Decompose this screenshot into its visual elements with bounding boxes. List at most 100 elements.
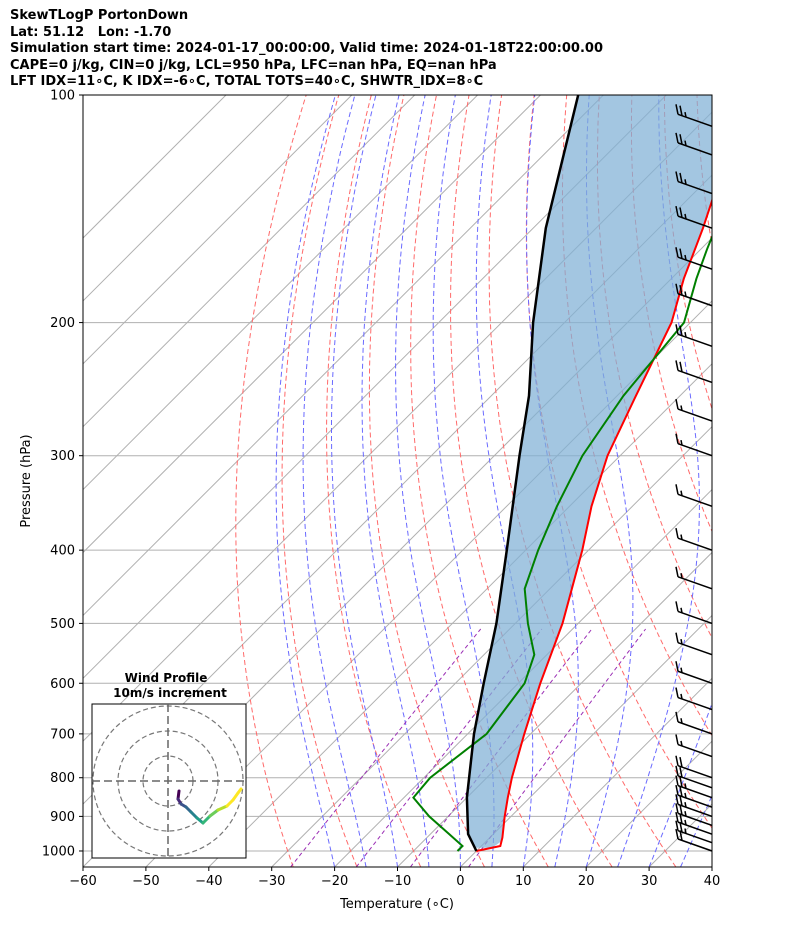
x-axis-label: Temperature (∘C): [339, 897, 454, 912]
wind-barb-shaft: [677, 610, 712, 625]
wind-barb: [675, 527, 712, 551]
hodograph-segment: [201, 814, 212, 825]
dry-adiabat-line: [730, 95, 794, 867]
wind-barb-shaft: [677, 696, 712, 711]
isotherm-line: [83, 95, 604, 617]
wind-barb-flag: [675, 360, 679, 371]
wind-barb-flag: [675, 171, 679, 182]
dry-adiabat-line: [235, 95, 307, 867]
chart-title: SkewTLogP PortonDown: [10, 8, 189, 23]
dry-adiabat-line: [368, 95, 485, 867]
wind-barb-flag: [679, 134, 683, 145]
isotherm-line: [334, 488, 712, 867]
wind-barb: [675, 360, 712, 384]
index-line: LFT IDX=11∘C, K IDX=-6∘C, TOTAL TOTS=40∘…: [10, 74, 484, 89]
wind-barb-flag: [675, 794, 679, 805]
moist-adiabat-line: [648, 701, 712, 867]
wind-barb-shaft: [677, 537, 712, 551]
x-tick-label: 30: [641, 874, 658, 889]
wind-barb-shaft: [677, 215, 712, 229]
wind-barb-half-flag: [680, 573, 683, 579]
isotherm-line: [397, 551, 712, 867]
x-tick-label: −10: [384, 874, 411, 889]
wind-barb-shaft: [677, 493, 712, 508]
wind-barb-shaft: [677, 743, 712, 758]
wind-barb-shaft: [677, 812, 712, 827]
wind-barb-half-flag: [680, 405, 683, 411]
mixing-ratio-line: [355, 628, 543, 867]
isotherm-line: [522, 677, 712, 867]
wind-barb-flag: [679, 248, 683, 259]
wind-barb-half-flag: [680, 693, 683, 700]
chart-header: SkewTLogP PortonDown Lat: 51.12 Lon: -1.…: [10, 8, 603, 91]
wind-barb-half-flag: [684, 792, 687, 799]
wind-barb-flag: [675, 803, 679, 814]
wind-barb-flag: [679, 172, 683, 184]
wind-barb: [675, 283, 712, 307]
y-tick-label: 800: [50, 771, 75, 786]
wind-barb-shaft: [677, 333, 712, 348]
wind-barb-flag: [675, 247, 679, 258]
hodograph-segment: [236, 787, 243, 795]
wind-barb-flag: [679, 207, 683, 218]
wind-barb-shaft: [677, 721, 712, 735]
y-tick-label: 300: [50, 449, 75, 464]
y-tick-label: 900: [50, 810, 75, 825]
wind-barb-shaft: [677, 784, 712, 799]
wind-barb-shaft: [677, 113, 712, 127]
wind-barb-half-flag: [680, 740, 683, 747]
wind-barb-flag: [675, 711, 679, 723]
wind-barb-flag: [675, 828, 679, 840]
wind-barb-flag: [675, 734, 679, 745]
wind-barb: [675, 171, 712, 195]
wind-barb-half-flag: [684, 111, 687, 118]
wind-barb: [675, 811, 712, 835]
isotherm-line: [83, 95, 416, 428]
moist-adiabat-line: [395, 95, 461, 867]
wind-barb-shaft: [677, 442, 712, 457]
wind-barb-shaft: [677, 765, 712, 779]
y-tick-label: 100: [50, 89, 75, 104]
wind-barb-half-flag: [684, 828, 687, 834]
y-axis-label: Pressure (hPa): [19, 434, 34, 527]
wind-barb-half-flag: [680, 718, 683, 724]
wind-barb-half-flag: [684, 254, 687, 261]
isotherm-line: [83, 95, 227, 239]
wind-barb-flag: [675, 687, 679, 698]
wind-barb: [675, 324, 712, 348]
y-tick-label: 1000: [42, 844, 75, 859]
wind-barb: [675, 566, 712, 590]
hodograph-segment: [208, 808, 220, 818]
wind-barb: [675, 765, 712, 789]
inset-title: Wind Profile: [125, 671, 208, 685]
wind-barb-flag: [675, 601, 679, 612]
wind-barb-flag: [679, 776, 683, 788]
wind-barb-shaft: [677, 829, 712, 844]
cape-line: CAPE=0 j/kg, CIN=0 j/kg, LCL=950 hPa, LF…: [10, 57, 497, 73]
wind-barb-shaft: [677, 408, 712, 422]
wind-barb-flag: [679, 795, 683, 806]
wind-barb-shaft: [677, 293, 712, 307]
wind-barb-flag: [675, 775, 679, 786]
x-tick-label: −20: [321, 874, 348, 889]
wind-barb-flag: [679, 786, 683, 797]
isotherm-line: [83, 95, 541, 554]
x-tick-label: −40: [195, 874, 222, 889]
wind-barb-flag: [679, 756, 683, 768]
wind-barb: [675, 803, 712, 827]
x-tick-label: −50: [132, 874, 159, 889]
x-tick-label: 40: [704, 874, 721, 889]
y-tick-label: 700: [50, 727, 75, 742]
wind-barb-shaft: [677, 670, 712, 684]
wind-barb: [675, 784, 712, 808]
wind-barb: [675, 484, 712, 508]
wind-barb-half-flag: [680, 667, 683, 673]
x-tick-label: 0: [456, 874, 464, 889]
cin-shading: [467, 95, 712, 848]
x-tick-label: 20: [578, 874, 595, 889]
wind-barb-flag: [679, 767, 683, 778]
wind-barb-flag: [675, 104, 679, 115]
wind-barb-flag: [675, 755, 679, 766]
isotherm-line: [83, 95, 290, 302]
